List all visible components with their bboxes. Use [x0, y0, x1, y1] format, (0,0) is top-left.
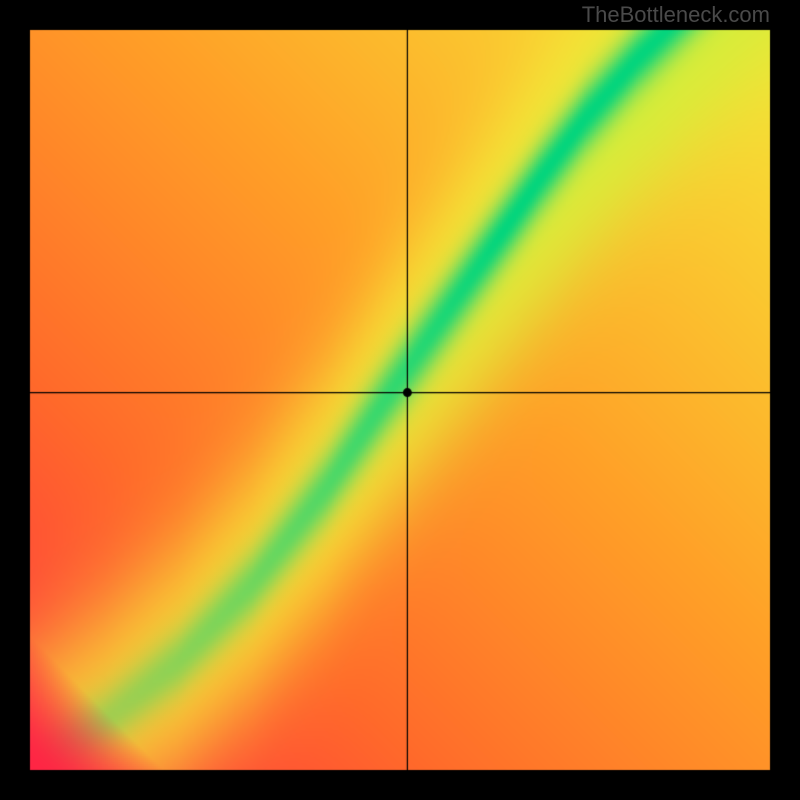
watermark-text: TheBottleneck.com [582, 2, 770, 28]
chart-container: TheBottleneck.com [0, 0, 800, 800]
bottleneck-heatmap [0, 0, 800, 800]
